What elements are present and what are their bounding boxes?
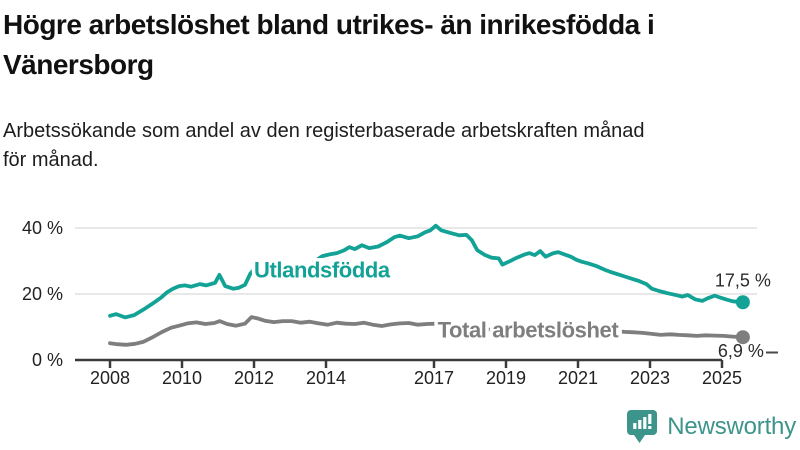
page-title: Högre arbetslöshet bland utrikes- än inr…: [3, 5, 797, 85]
x-axis-label-2010: 2010: [162, 368, 202, 388]
x-axis-label-2019: 2019: [486, 368, 526, 388]
x-axis-label-2012: 2012: [234, 368, 274, 388]
y-axis-label-40: 40 %: [22, 218, 63, 238]
bar-3: [643, 417, 647, 429]
series-line-total: [108, 315, 745, 347]
bar-1: [633, 423, 637, 429]
x-axis-label-2025: 2025: [702, 368, 742, 388]
exclamation-dot: [648, 426, 652, 429]
speech-bubble-shape: [627, 410, 658, 443]
x-axis-label-2014: 2014: [306, 368, 346, 388]
x-axis-label-2017: 2017: [414, 368, 454, 388]
series-end-dot-total: [735, 330, 750, 345]
page-title-line-2: Vänersborg: [3, 49, 154, 80]
y-axis-label-20: 20 %: [22, 284, 63, 304]
end-value-label-total: 6,9 %: [718, 341, 764, 361]
chart-subtitle: Arbetssökande som andel av den registerb…: [3, 117, 783, 175]
page-title-line-1: Högre arbetslöshet bland utrikes- än inr…: [3, 9, 655, 40]
end-value-label-utlandsfodda: 17,5 %: [715, 270, 771, 290]
chart-subtitle-line-2: för månad.: [3, 149, 99, 171]
series-label-total: Total arbetslöshet: [438, 318, 620, 343]
newsworthy-logo-text: Newsworthy: [667, 413, 796, 440]
series-end-dot-utlandsfodda: [735, 295, 750, 310]
y-axis-label-0: 0 %: [32, 350, 63, 370]
chart-subtitle-line-1: Arbetssökande som andel av den registerb…: [3, 120, 645, 142]
bar-chart-speech-bubble-icon: [627, 410, 658, 443]
series-label-utlandsfodda: Utlandsfödda: [254, 258, 391, 283]
x-axis-label-2021: 2021: [558, 368, 598, 388]
x-axis-label-2023: 2023: [630, 368, 670, 388]
x-axis-label-2008: 2008: [90, 368, 130, 388]
newsworthy-logo[interactable]: Newsworthy: [627, 407, 796, 447]
series-line-utlandsfodda: [108, 223, 745, 320]
exclamation-bar: [648, 414, 652, 424]
bar-2: [638, 420, 642, 429]
